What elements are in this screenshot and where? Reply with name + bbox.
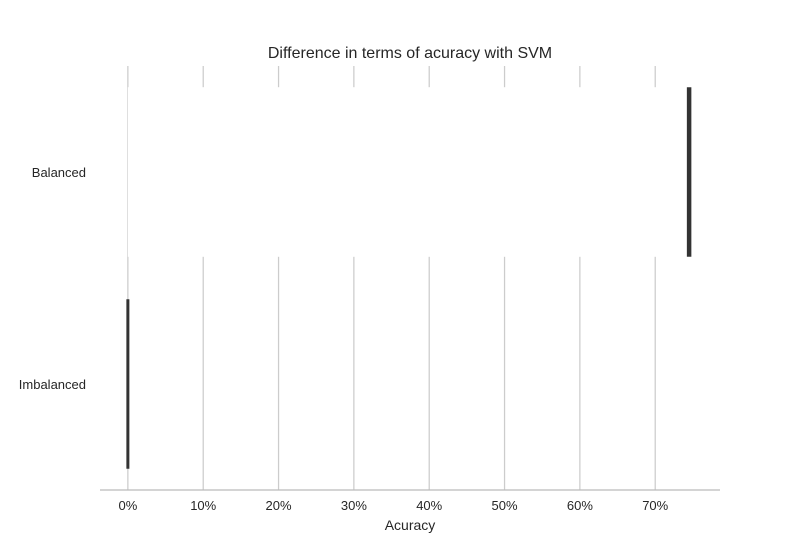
chart-title: Difference in terms of acuracy with SVM (268, 45, 552, 62)
y-tick-labels: Balanced Imbalanced (19, 165, 86, 392)
x-tick-labels: 0% 10% 20% 30% 40% 50% 60% 70% (118, 498, 668, 513)
x-tick-label: 70% (642, 498, 668, 513)
x-tick-label: 20% (266, 498, 292, 513)
x-tick-label: 60% (567, 498, 593, 513)
bar-layer (127, 87, 690, 257)
y-tick-label: Imbalanced (19, 377, 86, 392)
x-tick-label: 0% (118, 498, 137, 513)
error-bar-layer (126, 87, 692, 469)
x-tick-label: 40% (416, 498, 442, 513)
bar (127, 87, 690, 257)
x-tick-label: 30% (341, 498, 367, 513)
x-tick-label: 10% (190, 498, 216, 513)
x-tick-label: 50% (492, 498, 518, 513)
x-axis-label: Acuracy (385, 517, 436, 533)
y-tick-label: Balanced (32, 165, 86, 180)
